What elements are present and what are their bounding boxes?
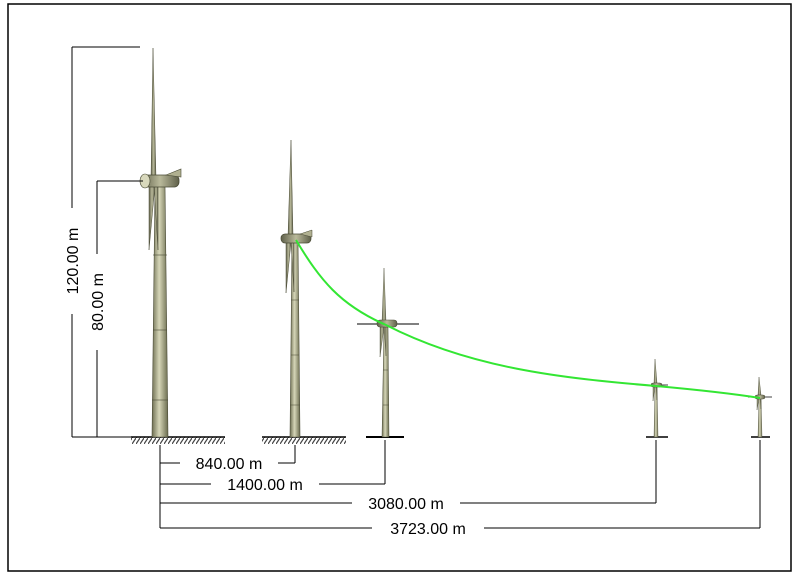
tower-4 <box>653 385 659 438</box>
line-of-sight-curve <box>295 239 761 399</box>
dimension-1400: 1400.00 m <box>160 440 386 494</box>
dimension-840: 840.00 m <box>160 445 296 473</box>
tower-1 <box>151 184 169 438</box>
ground-hatch-1 <box>131 437 225 444</box>
blade-5-upper <box>757 376 762 396</box>
turbine-3 <box>357 267 419 438</box>
dimension-total-height: 120.00 m <box>62 46 150 438</box>
blade-4-upper <box>653 358 658 384</box>
turbine-2 <box>262 139 346 444</box>
label-total-height: 120.00 m <box>65 228 82 295</box>
diagram-border <box>7 3 792 572</box>
turbine-1 <box>131 47 225 444</box>
label-840: 840.00 m <box>196 456 263 473</box>
tower-2 <box>289 241 301 438</box>
nacelle-3 <box>376 319 398 328</box>
label-3723: 3723.00 m <box>390 521 466 538</box>
tower-5 <box>757 397 763 438</box>
dimension-3080: 3080.00 m <box>160 440 657 513</box>
blade-1-upper <box>150 47 157 179</box>
ground-hatch-2 <box>262 437 346 444</box>
blade-2-upper <box>287 139 294 237</box>
blade-3-upper <box>381 267 387 323</box>
dimension-3723: 3723.00 m <box>160 440 761 538</box>
label-1400: 1400.00 m <box>227 477 303 494</box>
dimension-hub-height: 80.00 m <box>87 180 143 437</box>
label-3080: 3080.00 m <box>368 496 444 513</box>
blade-2-lower <box>285 241 292 294</box>
label-hub-height: 80.00 m <box>90 273 107 331</box>
turbine-4 <box>642 358 668 438</box>
turbine-5 <box>748 376 772 438</box>
nacelle-2 <box>280 233 312 244</box>
